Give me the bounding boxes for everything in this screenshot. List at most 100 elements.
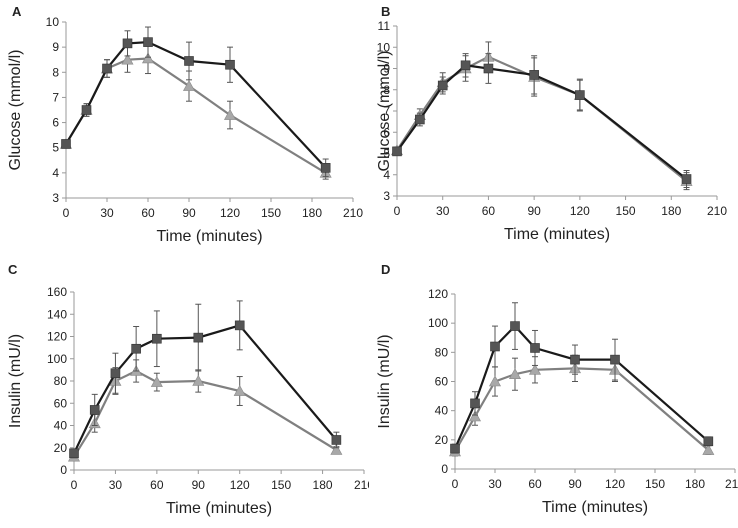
black-square-point [69, 448, 79, 459]
grey-triangle-series-line [454, 367, 710, 453]
grey-triangle-point [508, 368, 522, 380]
black-square-point [570, 354, 580, 365]
y-tick-label: 9 [52, 40, 59, 54]
grey-triangle-point [141, 52, 155, 64]
panel-label: A [12, 4, 22, 19]
y-tick-label: 8 [52, 65, 59, 79]
x-tick-label: 30 [436, 204, 450, 218]
y-axis-title: Glucose (mmol/l) [376, 51, 393, 172]
panel-label: D [381, 264, 390, 277]
y-tick-label: 80 [54, 374, 68, 388]
black-square-point [610, 354, 620, 365]
x-tick-label: 150 [261, 206, 281, 220]
x-axis-title: Time (minutes) [542, 499, 648, 516]
grey-triangle-point [330, 443, 343, 455]
black-square-series-line [73, 324, 338, 454]
y-tick-label: 140 [47, 307, 67, 321]
grey-triangle-point [223, 108, 237, 120]
black-square-point [89, 405, 100, 415]
x-tick-label: 180 [302, 206, 322, 220]
grey-triangle-point [192, 374, 205, 386]
black-square-point [490, 341, 500, 352]
grey-triangle-point [468, 410, 482, 422]
y-tick-label: 20 [435, 433, 449, 447]
y-axis-title: Insulin (mU/l) [376, 334, 393, 428]
x-tick-label: 90 [192, 478, 206, 492]
black-square-point [681, 174, 692, 184]
black-square-series-line [453, 324, 710, 450]
y-tick-label: 40 [435, 404, 449, 418]
x-tick-label: 210 [354, 478, 369, 492]
y-tick-label: 10 [46, 15, 60, 29]
black-square-point [437, 80, 448, 91]
black-square-point [122, 38, 133, 49]
y-tick-label: 5 [383, 147, 390, 161]
y-tick-label: 4 [383, 168, 390, 182]
y-tick-label: 20 [54, 441, 68, 455]
black-square-point [460, 60, 471, 71]
black-square-point [234, 320, 245, 331]
black-square-point [450, 443, 460, 454]
y-tick-label: 60 [54, 396, 68, 410]
x-axis-title: Time (minutes) [504, 226, 610, 243]
grey-triangle-point [702, 443, 715, 455]
panel-a-chart: A 3 4 5 6 7 8 9 10 0 30 60 90 120 150 180 210 Time (minut… [7, 4, 363, 245]
panel-d-chart: D 0 20 40 60 80 100 120 0 30 60 90 120 150 180 210 Time … [376, 264, 738, 516]
black-square-point [102, 63, 112, 74]
grey-triangle-point [121, 53, 134, 65]
black-square-point [529, 70, 539, 80]
x-tick-label: 30 [100, 206, 114, 220]
x-tick-label: 60 [150, 478, 164, 492]
x-tick-label: 150 [271, 478, 291, 492]
y-axis-title: Glucose (mmol/l) [7, 50, 24, 171]
y-tick-label: 100 [47, 352, 67, 366]
y-tick-label: 11 [378, 19, 391, 33]
x-tick-label: 150 [645, 477, 665, 491]
black-square-point [152, 333, 162, 344]
black-square-point [470, 398, 480, 409]
grey-triangle-point [182, 79, 196, 91]
x-tick-label: 0 [63, 206, 70, 220]
black-square-point [530, 343, 540, 353]
grey-triangle-series-line [65, 57, 327, 174]
panel-b-chart: B 3 4 5 6 7 8 9 10 11 0 30 60 90 120 150 180 210 Time (min… [376, 4, 727, 243]
black-square-series-line [396, 64, 688, 180]
x-tick-label: 210 [343, 206, 363, 220]
y-tick-label: 3 [383, 189, 390, 203]
x-tick-label: 120 [570, 204, 590, 218]
y-tick-label: 160 [47, 285, 67, 299]
x-tick-label: 210 [707, 204, 727, 218]
y-tick-label: 60 [435, 375, 449, 389]
x-tick-label: 0 [452, 477, 459, 491]
y-tick-label: 100 [428, 316, 448, 330]
y-tick-label: 3 [52, 191, 59, 205]
black-square-point [131, 343, 141, 354]
y-tick-label: 6 [52, 116, 59, 130]
x-tick-label: 210 [725, 477, 738, 491]
x-tick-label: 120 [605, 477, 625, 491]
black-square-point [225, 59, 235, 70]
black-square-series-line [65, 40, 327, 169]
black-square-point [703, 436, 714, 447]
grey-triangle-point [233, 384, 246, 396]
y-tick-label: 80 [435, 345, 449, 359]
y-tick-label: 9 [383, 62, 390, 76]
black-square-point [392, 146, 402, 157]
y-tick-label: 10 [377, 40, 391, 54]
x-tick-label: 60 [482, 204, 496, 218]
y-axis-title: Insulin (mU/l) [7, 334, 24, 428]
x-tick-label: 180 [313, 478, 333, 492]
y-tick-label: 0 [60, 463, 67, 477]
y-tick-label: 7 [383, 104, 390, 118]
grey-triangle-series-line [73, 369, 337, 458]
y-tick-label: 40 [54, 419, 68, 433]
x-axis-title: Time (minutes) [156, 228, 262, 245]
black-square-point [143, 37, 153, 47]
x-tick-label: 0 [394, 204, 401, 218]
x-tick-label: 120 [220, 206, 240, 220]
y-tick-label: 8 [383, 83, 390, 97]
grey-triangle-point [488, 375, 502, 387]
x-tick-label: 30 [488, 477, 502, 491]
black-square-point [81, 105, 92, 115]
x-tick-label: 60 [528, 477, 542, 491]
